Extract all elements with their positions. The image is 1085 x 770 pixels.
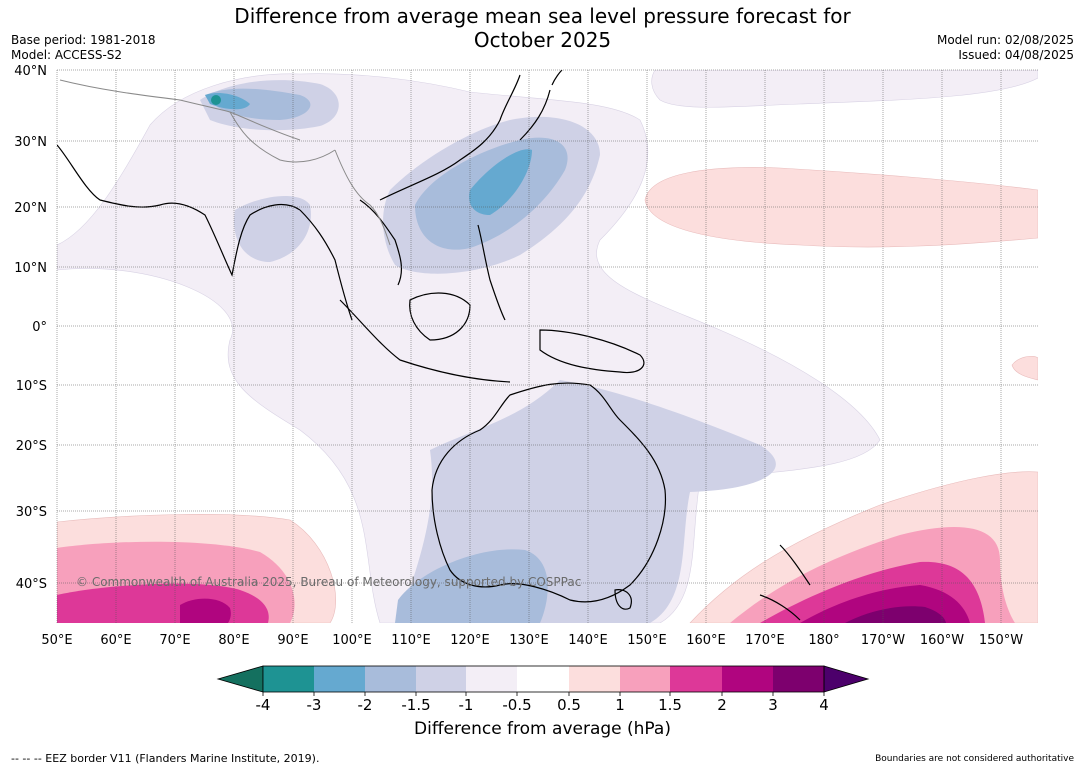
lon-label: 160°W	[920, 633, 964, 648]
colorbar-extend-high	[823, 665, 870, 693]
lon-label: 170°E	[745, 633, 785, 648]
coastlines	[57, 70, 811, 621]
colorbar-swatch	[314, 666, 365, 692]
meta-left: Base period: 1981-2018 Model: ACCESS-S2	[11, 33, 156, 63]
lat-label: 40°S	[16, 577, 47, 592]
colorbar-swatch	[263, 666, 314, 692]
lon-label: 80°E	[218, 633, 249, 648]
base-period: Base period: 1981-2018	[11, 33, 156, 47]
national-borders	[59, 79, 391, 246]
colorbar-outline	[262, 665, 825, 693]
colorbar-tick-label: -1	[459, 696, 474, 714]
colorbar-swatch	[773, 666, 824, 692]
anomaly-light-lavender-ne	[651, 70, 1038, 108]
copyright-notice: © Commonwealth of Australia 2025, Bureau…	[76, 575, 581, 589]
coast-japan	[519, 70, 563, 141]
anomaly-fields	[57, 70, 1038, 623]
anomaly-pink-east	[1011, 355, 1038, 381]
title-line-1: Difference from average mean sea level p…	[234, 4, 851, 28]
coast-china	[379, 74, 521, 201]
model-name: Model: ACCESS-S2	[11, 48, 123, 62]
border-himalaya	[229, 111, 336, 163]
lon-label: 50°E	[41, 633, 72, 648]
colorbar-swatch	[517, 666, 569, 692]
colorbar-swatch	[416, 666, 466, 692]
colorbar-swatch	[569, 666, 620, 692]
colorbar-extend-low	[216, 665, 264, 693]
chart-title: Difference from average mean sea level p…	[0, 4, 1085, 52]
border-indochina	[334, 149, 391, 246]
title-line-2: October 2025	[473, 28, 612, 52]
colorbar: -4 -3 -2 -1.5 -1 -0.5 0.5 1 1.5 2 3 4	[216, 665, 870, 714]
colorbar-swatch	[670, 666, 722, 692]
anomaly-pink-north-pacific	[644, 167, 1038, 248]
border-central-asia	[59, 79, 301, 141]
anomaly-pink-nz-3	[845, 606, 946, 623]
lat-label: 20°S	[16, 439, 47, 454]
anomaly-pink-sw-15	[57, 583, 269, 623]
colorbar-swatch	[466, 666, 517, 692]
colorbar-tick-label: -0.5	[502, 696, 531, 714]
longitude-labels: 50°E 60°E 70°E 80°E 90°E 100°E 110°E 120°E 130°E…	[41, 633, 1023, 648]
lat-label: 0°	[32, 320, 47, 335]
coast-tasmania	[614, 589, 632, 610]
lat-label: 10°S	[16, 379, 47, 394]
colorbar-tick-label: 1	[615, 696, 625, 714]
colorbar-tick-label: 0.5	[557, 696, 581, 714]
coast-australia	[431, 382, 667, 603]
lon-label: 180°	[808, 633, 839, 648]
boundaries-note: Boundaries are not considered authoritat…	[875, 754, 1074, 764]
eez-legend: -- -- -- EEZ border V11 (Flanders Marine…	[11, 752, 320, 765]
anomaly-mid-blue-taiwan	[469, 149, 532, 215]
colorbar-tick-label: -3	[307, 696, 322, 714]
coast-new-guinea	[539, 329, 645, 374]
lat-label: 10°N	[14, 261, 47, 276]
colorbar-swatch	[620, 666, 670, 692]
colorbar-tick-label: -1.5	[401, 696, 430, 714]
colorbar-swatch	[365, 666, 416, 692]
colorbar-tick-label: 2	[717, 696, 727, 714]
lon-label: 120°E	[450, 633, 490, 648]
model-run: Model run: 02/08/2025	[936, 33, 1074, 47]
anomaly-pink-sw-2	[180, 598, 231, 623]
graticule	[56, 69, 1038, 623]
anomaly-teal-spot	[211, 95, 221, 105]
lon-label: 100°E	[332, 633, 372, 648]
coast-new-zealand	[759, 544, 811, 621]
colorbar-tick-label: 3	[768, 696, 778, 714]
colorbar-swatch	[722, 666, 773, 692]
lon-label: 60°E	[100, 633, 131, 648]
issued-date: Issued: 04/08/2025	[958, 48, 1074, 62]
lon-label: 130°E	[509, 633, 549, 648]
lon-label: 140°E	[568, 633, 608, 648]
lon-label: 90°E	[277, 633, 308, 648]
latitude-labels: 40°N 30°N 20°N 10°N 0° 10°S 20°S 30°S 40°S	[14, 64, 47, 592]
lon-label: 160°E	[686, 633, 726, 648]
lat-label: 30°S	[16, 505, 47, 520]
lat-label: 30°N	[14, 135, 47, 150]
lat-label: 40°N	[14, 64, 47, 79]
coast-arabia-india	[57, 144, 301, 277]
coast-borneo	[409, 292, 471, 341]
lon-label: 110°E	[391, 633, 431, 648]
colorbar-tick-label: -2	[358, 696, 373, 714]
colorbar-label: Difference from average (hPa)	[414, 719, 671, 739]
coast-bengal-se-asia	[299, 199, 403, 321]
lon-label: 150°W	[979, 633, 1023, 648]
lon-label: 70°E	[159, 633, 190, 648]
lat-label: 20°N	[14, 201, 47, 216]
anomaly-blue-south	[395, 549, 548, 623]
colorbar-tick-label: 1.5	[658, 696, 682, 714]
lon-label: 150°E	[627, 633, 667, 648]
colorbar-tick-label: 4	[819, 696, 829, 714]
coast-sumatra-java	[339, 299, 511, 383]
coast-philippines	[477, 224, 506, 321]
lon-label: 170°W	[861, 633, 905, 648]
meta-right: Model run: 02/08/2025 Issued: 04/08/2025	[937, 33, 1074, 63]
colorbar-tick-label: -4	[256, 696, 271, 714]
